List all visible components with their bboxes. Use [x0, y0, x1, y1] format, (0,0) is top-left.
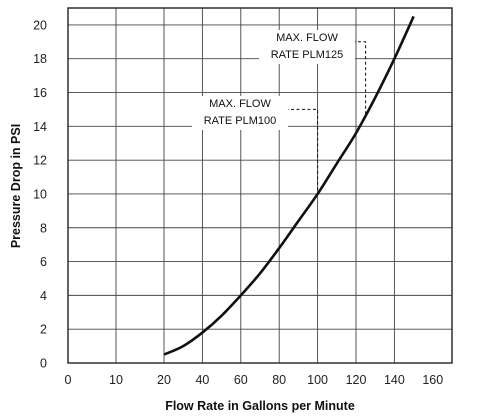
- x-tick-label: 20: [157, 373, 171, 387]
- x-axis-title: Flow Rate in Gallons per Minute: [165, 399, 355, 413]
- leader-line-plm100: [280, 108, 319, 194]
- y-axis-title: Pressure Drop in PSI: [9, 124, 23, 248]
- pressure-drop-curve: [163, 15, 415, 356]
- annotation-plm100-line2: RATE PLM100: [204, 115, 277, 127]
- annotation-bg-plm100: [192, 96, 288, 130]
- x-tick-label: 100: [307, 373, 328, 387]
- x-tick-label: 80: [272, 373, 286, 387]
- y-tick-label: 12: [33, 154, 47, 168]
- y-tick-label: 0: [40, 357, 47, 371]
- x-tick-label: 60: [234, 373, 248, 387]
- x-tick-label: 40: [195, 373, 209, 387]
- y-tick-label: 6: [40, 255, 47, 269]
- x-tick-label: 10: [109, 373, 123, 387]
- y-tick-label: 2: [40, 323, 47, 337]
- annotations: [280, 41, 367, 194]
- y-tick-label: 20: [33, 18, 47, 32]
- x-tick-label: 140: [384, 373, 405, 387]
- x-tick-label: 120: [346, 373, 367, 387]
- annotation-plm125-line2: RATE PLM125: [271, 49, 344, 61]
- annotation-plm100-line1: MAX. FLOW: [209, 98, 271, 110]
- x-tick-labels: 0 10 20 40 60 80 100 120 140 160: [65, 373, 444, 387]
- annotation-plm125-line1: MAX. FLOW: [276, 32, 338, 44]
- y-tick-label: 18: [33, 52, 47, 66]
- y-tick-label: 4: [40, 289, 47, 303]
- x-tick-label: 160: [422, 373, 443, 387]
- y-tick-label: 10: [33, 187, 47, 201]
- x-tick-label: 0: [65, 373, 72, 387]
- plot-frame: [67, 7, 453, 364]
- annotation-labels: MAX. FLOW RATE PLM100 MAX. FLOW RATE PLM…: [192, 30, 355, 130]
- y-tick-label: 8: [40, 221, 47, 235]
- y-tick-label: 16: [33, 86, 47, 100]
- y-tick-label: 14: [33, 120, 47, 134]
- y-tick-labels: 0 2 4 6 8 10 12 14 16 18 20: [33, 18, 47, 370]
- annotation-bg-plm125: [259, 30, 355, 64]
